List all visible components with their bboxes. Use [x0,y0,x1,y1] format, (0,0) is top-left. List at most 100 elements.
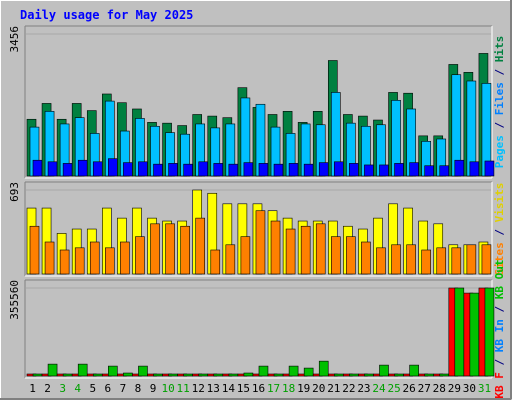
hits-legend-label: Pages / Files / Hits [493,36,506,169]
kbytes-bar-kb-out-day-14 [228,373,239,377]
hits-ymax-label: 3456 [8,26,21,53]
kbytes-bar-kb-out-day-11 [183,373,193,377]
x-tick-label-11: 11 [177,382,190,395]
visits-bar-sites-day-28 [436,247,447,275]
kbytes-panel [25,280,492,378]
visits-bar-sites-day-10 [165,223,175,275]
hits-bar-pages-day-14 [228,163,239,177]
hits-legend-part-3: / [493,62,506,82]
hits-legend-part-2: Files [493,82,506,115]
x-tick-label-20: 20 [312,382,325,395]
visits-bar-sites-day-5 [89,241,100,275]
hits-bar-pages-day-20 [318,162,329,177]
visits-bar-sites-day-7 [120,241,130,275]
x-tick-label-15: 15 [237,382,250,395]
x-tick-label-2: 2 [44,382,51,395]
x-tick-label-19: 19 [297,382,310,395]
visits-bar-sites-day-27 [421,249,431,275]
hits-bar-pages-day-13 [213,163,224,177]
kbytes-legend-part-2: KB In [493,319,506,352]
hits-bar-pages-day-30 [469,161,480,177]
hits-bar-pages-day-27 [424,165,434,177]
kbytes-bar-kb-out-day-4 [77,363,88,377]
kbytes-bar-kb-out-day-3 [62,373,73,377]
hits-bar-pages-day-16 [258,163,269,177]
visits-bar-sites-day-16 [255,210,266,275]
x-tick-label-12: 12 [192,382,205,395]
visits-bar-sites-day-20 [315,223,326,275]
visits-legend-part-1: / [493,222,506,242]
hits-bar-pages-day-8 [138,161,148,177]
kbytes-legend-label: KB F / KB In / KB Out [493,259,506,398]
kbytes-bar-kb-out-day-16 [258,365,269,377]
visits-bar-sites-day-19 [300,225,311,275]
kbytes-bar-kb-out-day-6 [108,365,118,377]
visits-bar-sites-day-24 [376,247,386,275]
chart-title: Daily usage for May 2025 [20,8,193,22]
hits-bar-pages-day-4 [77,159,88,177]
visits-bar-sites-day-1 [29,225,40,275]
hits-bar-pages-day-24 [379,164,389,177]
x-tick-label-4: 4 [74,382,81,395]
hits-bar-pages-day-23 [364,164,374,177]
kbytes-bar-kb-out-day-22 [349,373,359,377]
kbytes-bar-kb-out-day-13 [213,373,224,377]
kbytes-legend-part-4: KB Out [493,259,506,299]
x-tick-label-18: 18 [282,382,295,395]
kbytes-bar-kb-out-day-28 [439,373,450,377]
hits-bar-pages-day-26 [409,162,419,177]
hits-bar-pages-day-7 [123,162,133,177]
x-tick-label-31: 31 [478,382,491,395]
x-tick-label-26: 26 [403,382,416,395]
kbytes-bar-kb-out-day-15 [243,372,254,377]
hits-legend-part-0: Pages [493,135,506,168]
kbytes-legend-part-3: / [493,299,506,319]
hits-bar-pages-day-18 [288,163,299,177]
visits-legend-part-0: Sites [493,242,506,275]
kbytes-bar-kb-out-day-25 [394,373,404,377]
x-tick-label-28: 28 [433,382,446,395]
hits-bar-pages-day-15 [243,162,254,177]
x-tick-label-23: 23 [357,382,370,395]
hits-bar-pages-day-25 [394,163,404,177]
kbytes-legend-part-1: / [493,352,506,372]
hits-bar-pages-day-11 [183,163,193,177]
visits-bar-sites-day-26 [406,244,416,275]
x-tick-label-14: 14 [222,382,236,395]
kbytes-bar-kb-out-day-1 [32,373,43,377]
x-tick-label-29: 29 [448,382,461,395]
x-tick-label-30: 30 [463,382,476,395]
hits-bar-pages-day-19 [303,163,314,177]
x-tick-label-27: 27 [418,382,431,395]
visits-bar-sites-day-18 [285,228,296,275]
kbytes-bar-kb-out-day-26 [409,364,419,377]
kbytes-bar-kb-out-day-2 [47,363,58,377]
kbytes-legend-part-0: KB F [493,372,506,399]
hits-bar-pages-day-29 [454,159,465,177]
x-tick-label-10: 10 [161,382,174,395]
hits-bar-pages-day-22 [349,163,359,177]
visits-legend-part-2: Visits [493,183,506,223]
hits-bar-pages-day-12 [198,161,209,177]
kbytes-bar-kb-out-day-7 [123,372,133,377]
visits-bar-sites-day-31 [481,244,492,275]
visits-bar-sites-day-30 [466,244,477,275]
visits-bar-sites-day-6 [105,247,115,275]
visits-bar-sites-day-21 [330,236,341,275]
x-tick-label-13: 13 [207,382,220,395]
hits-bar-pages-day-3 [62,163,73,177]
kbytes-bar-kb-out-day-31 [484,287,495,377]
x-tick-label-17: 17 [267,382,280,395]
kbytes-bar-kb-out-day-5 [92,373,103,377]
visits-bar-sites-day-13 [210,249,221,275]
visits-bar-sites-day-23 [361,241,371,275]
visits-bar-sites-day-22 [346,236,356,275]
hits-bar-pages-day-2 [47,161,58,177]
kbytes-bar-kb-out-day-19 [303,367,314,377]
kbytes-bar-kb-out-day-8 [138,365,148,377]
visits-bar-sites-day-11 [180,225,190,275]
kbytes-bar-kb-out-day-17 [273,373,284,377]
hits-bar-pages-day-1 [32,159,43,177]
hits-bar-pages-day-17 [273,163,284,177]
